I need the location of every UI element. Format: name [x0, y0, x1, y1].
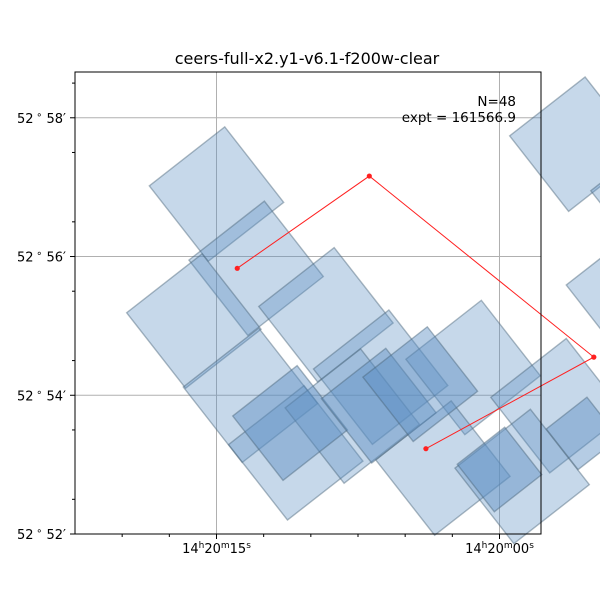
overlap-tile — [231, 364, 349, 482]
path-point — [234, 265, 240, 271]
footprint-tile-shape — [182, 327, 319, 464]
x-tick-label: 14h20m15s — [182, 541, 251, 557]
path-point — [591, 354, 597, 360]
footprint-tile — [284, 347, 421, 485]
footprint-tile — [125, 252, 263, 390]
footprint-tile-shape — [489, 337, 600, 474]
footprint-tile — [257, 246, 395, 383]
annotation-n: N=48 — [477, 94, 516, 110]
footprint-tile-shape — [453, 408, 591, 545]
footprint-tile-shape — [508, 75, 600, 213]
path-point — [423, 446, 429, 452]
footprint-tile-shape — [284, 347, 421, 485]
footprint-tile — [187, 200, 325, 337]
footprint-tile-shape — [404, 299, 542, 436]
annotation-expt: expt = 161566.9 — [402, 110, 516, 126]
y-tick-label: 52 ∘ 56′ — [17, 249, 66, 266]
chart-title: ceers-full-x2.y1-v6.1-f200w-clear — [175, 49, 440, 68]
axes-ticks: 14h20m15s14h20m00s14h19m45s52 ∘ 52′52 ∘ … — [17, 82, 534, 557]
overlap-tile — [545, 396, 600, 471]
overlap-tile-shape — [361, 325, 479, 443]
footprint-tile — [148, 125, 285, 263]
footprint-tile — [489, 337, 600, 474]
y-tick-label: 52 ∘ 58′ — [17, 110, 66, 127]
footprints — [125, 75, 600, 545]
footprint-tile — [453, 408, 591, 545]
overlap-tile-shape — [320, 347, 438, 465]
footprint-tile-shape — [374, 399, 512, 537]
footprint-tile-shape — [257, 246, 395, 383]
footprint-tile — [374, 399, 512, 537]
overlap-tile-shape — [231, 364, 349, 482]
y-tick-label: 52 ∘ 54′ — [17, 387, 66, 404]
footprint-tile — [508, 75, 600, 213]
overlap-tile — [456, 426, 543, 513]
footprint-tile — [182, 327, 319, 464]
path-point — [366, 173, 372, 179]
overlap-tile-shape — [456, 426, 543, 513]
x-tick-label: 14h20m00s — [465, 541, 534, 557]
footprint-tile — [227, 384, 364, 522]
overlap-tile — [320, 347, 438, 465]
overlap-tile — [361, 325, 479, 443]
path-line — [236, 175, 595, 450]
footprint-tile-shape — [312, 309, 449, 446]
footprint-tile — [404, 299, 542, 436]
footprint-tile — [312, 309, 449, 446]
footprint-tile-shape — [148, 125, 285, 263]
footprint-tile-shape — [125, 252, 263, 390]
overlap-tile-shape — [545, 396, 600, 471]
pointing-path — [234, 173, 597, 452]
footprint-tile — [565, 225, 600, 362]
footprint-tile-shape — [187, 200, 325, 337]
y-tick-label: 52 ∘ 52′ — [17, 526, 66, 543]
plot-frame — [74, 71, 542, 535]
footprint-tile-shape — [227, 384, 364, 522]
footprint-tile-shape — [565, 225, 600, 362]
